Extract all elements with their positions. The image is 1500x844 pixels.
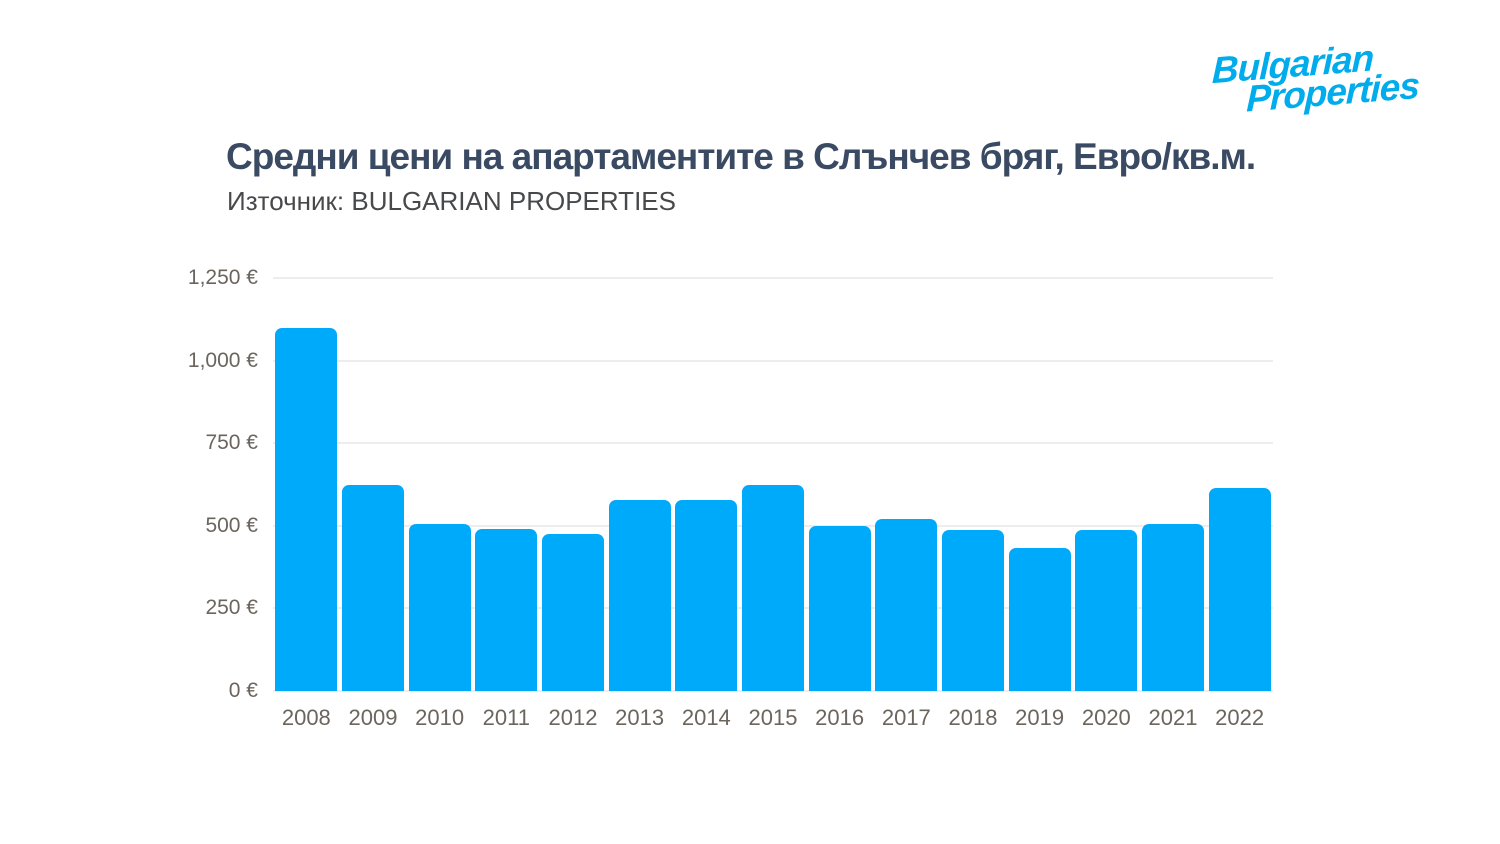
bar-2013 (608, 500, 671, 691)
x-tick-label-2017: 2017 (881, 705, 931, 730)
y-tick-label-500: 500 € (205, 513, 258, 537)
x-tick-label-2015: 2015 (748, 705, 798, 730)
x-tick-label-2020: 2020 (1081, 705, 1131, 730)
bar-2015 (742, 484, 804, 691)
bar-2016 (808, 525, 871, 691)
bar-2019 (1008, 547, 1071, 691)
x-tick-label-2009: 2009 (348, 705, 398, 730)
chart-source: Източник: BULGARIAN PROPERTIES (227, 186, 676, 216)
bar-2008 (275, 327, 338, 691)
x-tick-label-2013: 2013 (615, 705, 665, 730)
gridline-1250 (273, 277, 1273, 279)
bar-2018 (942, 530, 1004, 691)
gridline-0 (273, 690, 1273, 692)
y-tick-label-1250: 1,250 € (187, 266, 258, 289)
chart-title: Средни цени на апартаментите в Слънчев б… (226, 136, 1256, 177)
x-tick-label-2010: 2010 (415, 705, 465, 730)
y-tick-label-750: 750 € (205, 431, 258, 455)
x-tick-label-2011: 2011 (482, 705, 530, 730)
y-tick-label-0: 0 € (228, 679, 258, 702)
bar-2012 (542, 534, 604, 691)
x-tick-label-2021: 2021 (1148, 705, 1198, 730)
bar-2014 (675, 500, 738, 691)
y-tick-label-250: 250 € (205, 596, 258, 620)
bar-2022 (1208, 487, 1271, 691)
x-tick-label-2014: 2014 (681, 705, 731, 730)
bar-2021 (1142, 524, 1204, 691)
bar-2017 (875, 519, 938, 691)
gridline-1000 (273, 359, 1273, 362)
x-tick-label-2022: 2022 (1215, 705, 1265, 730)
x-tick-label-2018: 2018 (948, 705, 998, 730)
bar-2011 (475, 529, 538, 691)
x-tick-label-2019: 2019 (1015, 705, 1065, 730)
bar-2020 (1075, 530, 1138, 691)
y-tick-label-1000: 1,000 € (187, 348, 258, 372)
bar-2010 (408, 524, 471, 691)
x-tick-label-2016: 2016 (815, 705, 865, 730)
x-tick-label-2008: 2008 (281, 705, 331, 730)
x-tick-label-2012: 2012 (548, 705, 598, 730)
bar-2009 (342, 484, 404, 691)
gridline-750 (273, 442, 1273, 445)
